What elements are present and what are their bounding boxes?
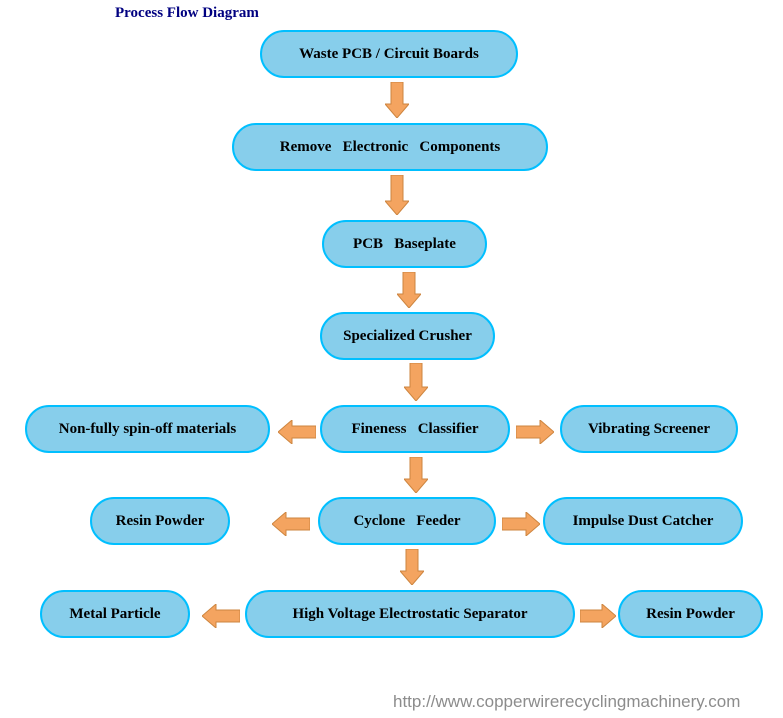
arrow-a2 (385, 175, 409, 215)
node-resin-powder-2: Resin Powder (618, 590, 763, 638)
node-vibrating-screener: Vibrating Screener (560, 405, 738, 453)
node-impulse-dust: Impulse Dust Catcher (543, 497, 743, 545)
node-waste-pcb: Waste PCB / Circuit Boards (260, 30, 518, 78)
arrow-a6 (516, 420, 554, 444)
arrow-a1 (385, 82, 409, 118)
arrow-a12 (580, 604, 616, 628)
node-fineness-classifier: Fineness Classifier (320, 405, 510, 453)
node-hv-separator: High Voltage Electrostatic Separator (245, 590, 575, 638)
node-non-fully-spinoff: Non-fully spin-off materials (25, 405, 270, 453)
arrow-a8 (272, 512, 310, 536)
arrow-a10 (400, 549, 424, 585)
node-specialized-crusher: Specialized Crusher (320, 312, 495, 360)
node-remove-components: Remove Electronic Components (232, 123, 548, 171)
node-cyclone-feeder: Cyclone Feeder (318, 497, 496, 545)
node-metal-particle: Metal Particle (40, 590, 190, 638)
arrow-a11 (202, 604, 240, 628)
node-pcb-baseplate: PCB Baseplate (322, 220, 487, 268)
arrow-a3 (397, 272, 421, 308)
diagram-title: Process Flow Diagram (115, 5, 259, 22)
arrow-a9 (502, 512, 540, 536)
arrow-a4 (404, 363, 428, 401)
arrow-a5 (278, 420, 316, 444)
watermark-url: http://www.copperwirerecyclingmachinery.… (393, 692, 740, 712)
node-resin-powder-1: Resin Powder (90, 497, 230, 545)
arrow-a7 (404, 457, 428, 493)
